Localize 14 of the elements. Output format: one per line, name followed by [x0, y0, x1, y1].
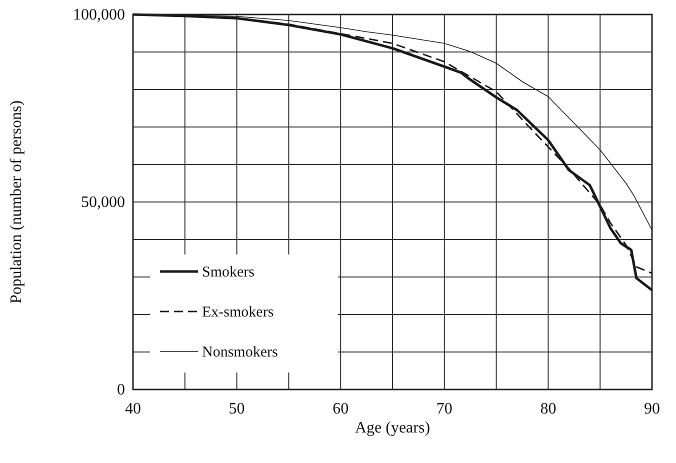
x-tick-label: 80 [540, 400, 556, 418]
y-tick-label: 50,000 [81, 194, 125, 211]
legend-label: Ex-smokers [202, 304, 274, 320]
x-axis-title: Age (years) [354, 420, 430, 436]
x-tick-label: 40 [125, 400, 141, 418]
legend-label: Nonsmokers [202, 344, 278, 360]
y-tick-label: 0 [117, 382, 125, 398]
x-tick-label: 50 [228, 400, 245, 418]
x-tick-label: 60 [332, 400, 349, 418]
y-tick-label: 100,000 [73, 6, 125, 24]
legend-label: Smokers [202, 264, 255, 280]
x-tick-label: 90 [644, 400, 660, 418]
x-tick-label: 70 [436, 400, 452, 418]
y-axis-title: Population (number of persons) [8, 100, 25, 304]
